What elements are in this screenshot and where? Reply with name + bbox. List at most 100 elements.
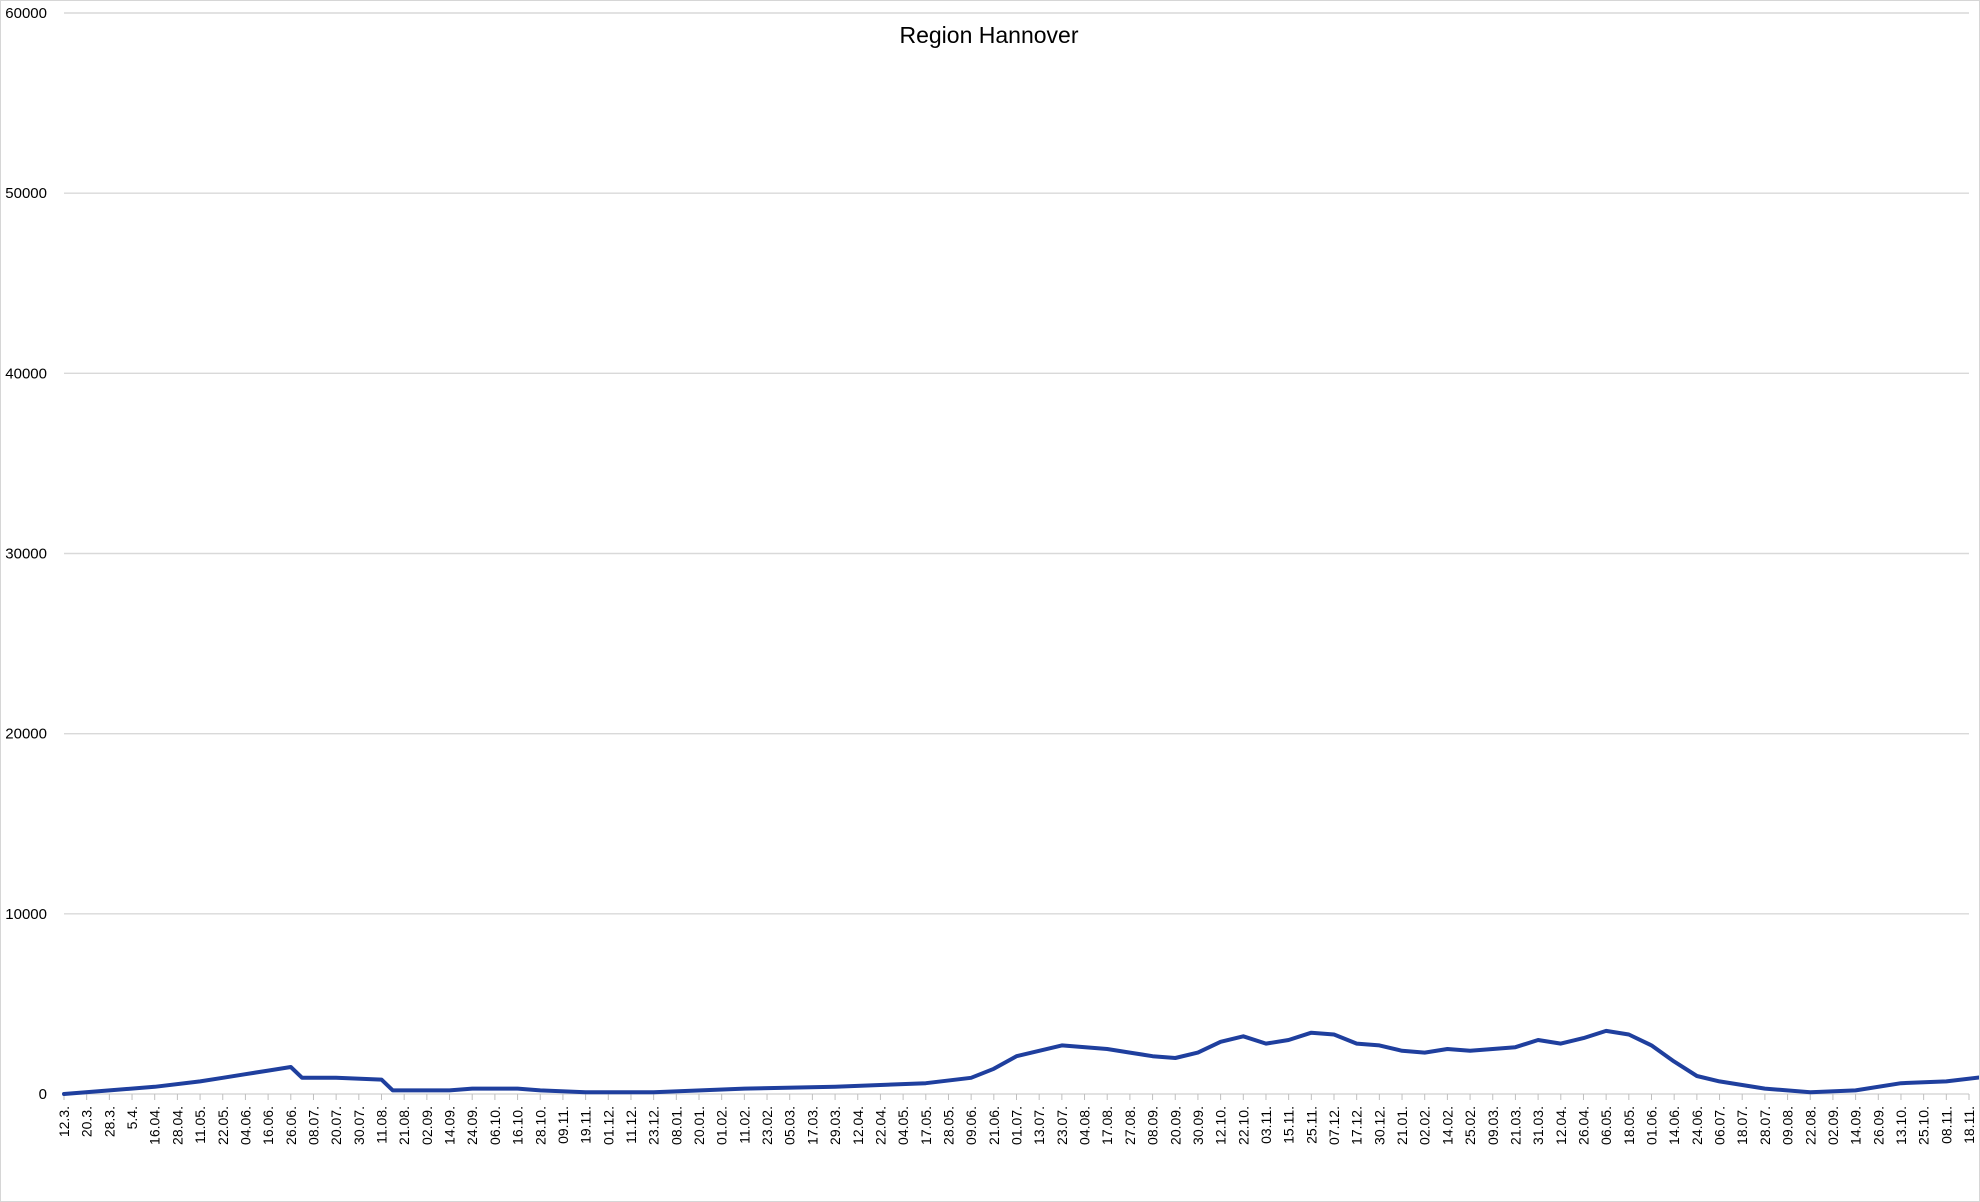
x-tick-label: 28.3. (101, 1106, 117, 1137)
x-tick-label: 28.10. (532, 1106, 548, 1145)
x-tick-label: 25.02. (1462, 1106, 1478, 1145)
x-tick-label: 11.08. (374, 1106, 390, 1144)
x-tick-label: 09.06. (963, 1106, 979, 1145)
x-tick-label: 01.06. (1644, 1106, 1660, 1145)
x-tick-label: 05.03. (782, 1106, 798, 1145)
x-tick-label: 08.01. (668, 1106, 684, 1145)
x-tick-label: 28.04. (169, 1106, 185, 1145)
x-tick-label: 01.12. (600, 1106, 616, 1145)
x-tick-label: 17.05. (918, 1106, 934, 1145)
x-tick-label: 20.07. (328, 1106, 344, 1145)
y-tick-label: 20000 (5, 726, 47, 743)
x-tick-label: 12.04. (1553, 1106, 1569, 1145)
series-line-0 (62, 1028, 1979, 1096)
x-tick-label: 02.02. (1417, 1106, 1433, 1145)
x-tick-label: 18.05. (1621, 1106, 1637, 1145)
x-tick-label: 12.10. (1213, 1106, 1229, 1145)
y-tick-label: 50000 (5, 185, 47, 202)
x-tick-label: 28.05. (940, 1106, 956, 1145)
x-axis-ticks: 12.3. 20.3. 28.3. 5.4. 16.04. 28.04. 11.05. 22.… (56, 1094, 1977, 1145)
y-tick-label: 60000 (5, 5, 47, 22)
x-tick-label: 30.07. (351, 1106, 367, 1145)
series-layer (62, 1028, 1979, 1096)
x-tick-label: 14.09. (442, 1106, 458, 1145)
x-tick-label: 23.07. (1054, 1106, 1070, 1145)
x-tick-label: 18.11. (1961, 1106, 1977, 1144)
x-tick-label: 09.08. (1780, 1106, 1796, 1145)
x-tick-label: 22.08. (1802, 1106, 1818, 1145)
x-tick-label: 06.10. (487, 1106, 503, 1145)
x-tick-label: 17.08. (1099, 1106, 1115, 1145)
x-tick-label: 19.11. (578, 1106, 594, 1144)
x-tick-label: 14.09. (1848, 1106, 1864, 1145)
x-tick-label: 20.09. (1167, 1106, 1183, 1145)
x-tick-label: 5.4. (124, 1106, 140, 1129)
x-tick-label: 30.09. (1190, 1106, 1206, 1145)
chart-title: Region Hannover (899, 22, 1078, 48)
x-tick-label: 11.05. (192, 1106, 208, 1144)
x-tick-label: 26.04. (1575, 1106, 1591, 1145)
x-tick-label: 12.3. (56, 1106, 72, 1137)
y-tick-label: 0 (39, 1086, 47, 1103)
x-tick-label: 21.01. (1394, 1106, 1410, 1145)
x-tick-label: 13.10. (1893, 1106, 1909, 1145)
x-tick-label: 24.06. (1689, 1106, 1705, 1145)
x-tick-label: 06.05. (1598, 1106, 1614, 1145)
x-tick-label: 04.06. (237, 1106, 253, 1145)
x-tick-label: 08.09. (1145, 1106, 1161, 1145)
x-tick-label: 24.09. (464, 1106, 480, 1145)
x-tick-label: 11.12. (623, 1106, 639, 1144)
x-tick-label: 21.08. (396, 1106, 412, 1145)
x-tick-label: 04.05. (895, 1106, 911, 1145)
x-tick-label: 23.02. (759, 1106, 775, 1145)
x-tick-label: 01.02. (714, 1106, 730, 1145)
x-tick-label: 08.07. (305, 1106, 321, 1145)
x-tick-label: 21.03. (1507, 1106, 1523, 1145)
y-tick-label: 30000 (5, 546, 47, 563)
x-tick-label: 28.07. (1757, 1106, 1773, 1145)
x-tick-label: 12.04. (850, 1106, 866, 1145)
y-tick-label: 40000 (5, 365, 47, 382)
x-tick-label: 16.10. (510, 1106, 526, 1145)
x-tick-label: 17.12. (1349, 1106, 1365, 1145)
x-tick-label: 13.07. (1031, 1106, 1047, 1145)
x-tick-label: 31.03. (1530, 1106, 1546, 1145)
x-tick-label: 04.08. (1077, 1106, 1093, 1145)
x-tick-label: 29.03. (827, 1106, 843, 1145)
x-tick-label: 09.03. (1485, 1106, 1501, 1145)
x-tick-label: 21.06. (986, 1106, 1002, 1145)
x-tick-label: 01.07. (1009, 1106, 1025, 1145)
x-tick-label: 22.05. (215, 1106, 231, 1145)
x-tick-label: 02.09. (1825, 1106, 1841, 1145)
y-axis-ticks: 0 10000 20000 30000 40000 50000 60000 (5, 5, 47, 1103)
x-tick-label: 14.06. (1666, 1106, 1682, 1145)
x-tick-label: 17.03. (804, 1106, 820, 1145)
x-tick-label: 06.07. (1712, 1106, 1728, 1145)
x-tick-label: 23.12. (646, 1106, 662, 1145)
x-tick-label: 20.3. (79, 1106, 95, 1137)
y-tick-label: 10000 (5, 906, 47, 923)
x-tick-label: 27.08. (1122, 1106, 1138, 1145)
x-tick-label: 20.01. (691, 1106, 707, 1145)
x-tick-label: 11.02. (736, 1106, 752, 1144)
x-tick-label: 25.10. (1916, 1106, 1932, 1145)
x-tick-label: 22.04. (872, 1106, 888, 1145)
x-tick-label: 25.11. (1303, 1106, 1319, 1144)
x-tick-label: 15.11. (1281, 1106, 1297, 1144)
x-tick-label: 14.02. (1439, 1106, 1455, 1145)
x-tick-label: 08.11. (1938, 1106, 1954, 1144)
x-tick-label: 26.09. (1870, 1106, 1886, 1145)
x-tick-label: 16.06. (260, 1106, 276, 1145)
x-tick-label: 07.12. (1326, 1106, 1342, 1145)
x-tick-label: 09.11. (555, 1106, 571, 1144)
x-tick-label: 30.12. (1371, 1106, 1387, 1145)
x-tick-label: 26.06. (283, 1106, 299, 1145)
x-tick-label: 16.04. (147, 1106, 163, 1145)
x-tick-label: 22.10. (1235, 1106, 1251, 1145)
gridlines (64, 12, 1969, 1095)
x-tick-label: 03.11. (1258, 1106, 1274, 1144)
x-tick-label: 18.07. (1734, 1106, 1750, 1145)
x-tick-label: 02.09. (419, 1106, 435, 1145)
